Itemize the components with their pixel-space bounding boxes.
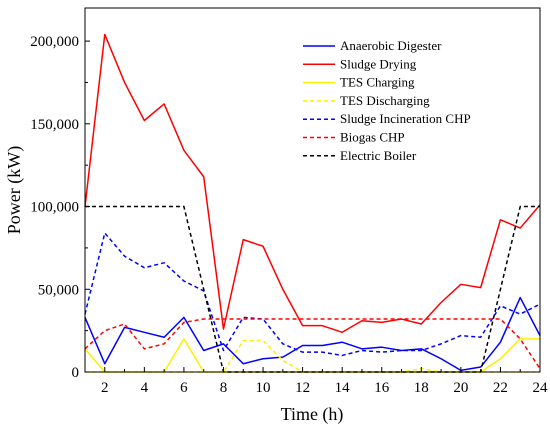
x-tick-label: 2 <box>101 380 109 396</box>
series-line-3 <box>84 338 540 373</box>
series-layer <box>84 33 541 373</box>
legend-item: Biogas CHP <box>303 130 405 145</box>
y-tick-label: 100,000 <box>30 200 79 216</box>
x-tick-label: 4 <box>141 380 149 396</box>
x-tick-label: 20 <box>453 380 468 396</box>
legend-label: TES Discharging <box>340 93 430 108</box>
x-tick-label: 14 <box>335 380 351 396</box>
legend-item: TES Charging <box>303 75 415 90</box>
x-tick-label: 24 <box>533 380 549 396</box>
x-tick-label: 12 <box>295 380 310 396</box>
legend-item: Sludge Incineration CHP <box>303 111 471 126</box>
legend-item: TES Discharging <box>303 93 430 108</box>
series-line-7 <box>85 205 540 373</box>
y-tick-label: 0 <box>72 365 80 381</box>
series-line-5 <box>84 232 541 357</box>
legend: Anaerobic Digester Sludge Drying TES Charg… <box>303 38 471 163</box>
legend-item: Sludge Drying <box>303 56 417 71</box>
legend-item: Anaerobic Digester <box>303 38 442 53</box>
x-tick-label: 10 <box>256 380 271 396</box>
x-tick-label: 22 <box>493 380 508 396</box>
legend-item: Electric Boiler <box>303 148 417 163</box>
legend-label: Electric Boiler <box>340 148 417 163</box>
series-line-1 <box>84 296 541 372</box>
legend-label: TES Charging <box>340 75 415 90</box>
plot-frame <box>84 7 541 373</box>
y-tick-label: 150,000 <box>30 117 79 133</box>
y-tick-label: 50,000 <box>38 282 79 298</box>
series-line-6 <box>84 318 541 370</box>
ticks-layer: 2 4 6 8 10 12 14 16 18 20 22 24050,000100,000150,00… <box>30 34 548 396</box>
legend-label: Anaerobic Digester <box>340 38 442 53</box>
x-tick-label: 8 <box>220 380 228 396</box>
legend-label: Biogas CHP <box>340 130 405 145</box>
x-tick-label: 16 <box>374 380 390 396</box>
legend-label: Sludge Incineration CHP <box>340 111 471 126</box>
x-axis-title: Time (h) <box>281 404 344 425</box>
x-tick-label: 18 <box>414 380 429 396</box>
y-axis-title: Power (kW) <box>4 146 25 234</box>
series-line-2 <box>84 33 541 334</box>
y-tick-label: 200,000 <box>30 34 79 50</box>
x-tick-label: 6 <box>180 380 188 396</box>
legend-label: Sludge Drying <box>340 56 417 71</box>
